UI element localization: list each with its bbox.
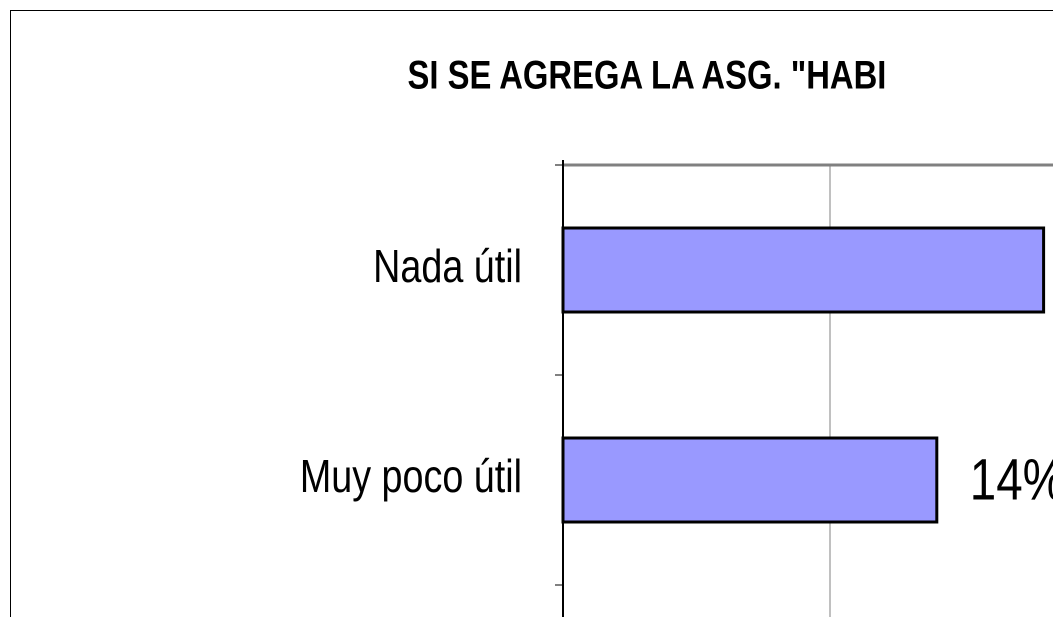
y-tick-label: Muy poco útil (300, 451, 522, 502)
y-tick-label: Nada útil (373, 241, 522, 292)
data-label: 14% (970, 448, 1053, 513)
bar (561, 226, 1046, 314)
bar (561, 436, 939, 524)
chart-title: SI SE AGREGA LA ASG. "HABI (408, 52, 887, 97)
